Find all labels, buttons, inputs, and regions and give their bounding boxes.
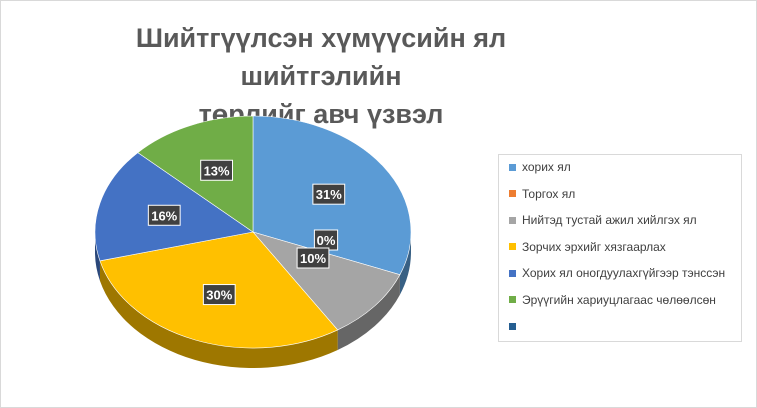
data-label-text-2: 10% [300,251,326,266]
data-label-box-3 [202,284,236,306]
data-label-box-2 [296,247,330,269]
data-label-4: 16% [147,204,181,226]
chart-title-line-1: Шийтгүүлсэн хүмүүсийн ял шийтгэлийн [135,23,507,91]
legend-item-5: Эрүүгийн хариуцлагаас чөлөөлсөн [509,292,716,308]
legend-item-2: Нийтэд тустай ажил хийлгэх ял [509,212,697,228]
data-label-text-0: 31% [316,187,342,202]
legend-label-0: хорих ял [522,160,571,174]
legend-item-3: Зорчих эрхийг хязгаарлах [509,239,666,255]
data-label-3: 30% [202,284,236,306]
pie-slice-side-2 [337,274,400,350]
data-label-box-5 [200,159,234,181]
legend-item-0: хорих ял [509,159,571,175]
pie-slice-2 [252,231,401,331]
legend-item-6 [509,318,522,334]
data-label-box-4 [147,204,181,226]
legend-item-4: Хорих ял оногдуулахгүйгээр тэнссэн [509,265,725,281]
data-label-5: 13% [200,159,234,181]
legend-swatch-3 [509,243,516,250]
legend-swatch-0 [509,163,516,171]
data-label-text-3: 30% [206,288,232,303]
legend-swatch-6 [509,322,516,330]
data-label-text-4: 16% [151,208,177,223]
data-label-box-0 [312,183,346,205]
data-label-0: 31% [312,183,346,205]
legend-label-5: Эрүүгийн хариуцлагаас чөлөөлсөн [522,292,716,307]
legend-swatch-4 [509,269,516,277]
data-label-text-1: 0% [317,233,336,248]
legend-label-2: Нийтэд тустай ажил хийлгэх ял [522,213,697,227]
chart-title: Шийтгүүлсэн хүмүүсийн ял шийтгэлийн төрл… [71,19,571,133]
data-label-text-5: 13% [204,163,230,178]
legend-label-1: Торгох ял [522,186,576,201]
legend-item-1: Торгох ял [509,186,575,202]
pie-chart: 31% 0% 10% 30% 16% 13% [94,115,412,368]
data-label-1: 0% [313,229,339,251]
pie-slice-5 [137,115,254,233]
legend-swatch-1 [509,190,516,197]
legend-swatch-5 [509,296,516,303]
legend-swatch-2 [509,216,516,224]
legend-label-4: Хорих ял оногдуулахгүйгээр тэнссэн [522,266,726,280]
data-label-2: 10% [296,247,330,269]
pie-slice-side-4 [95,232,100,281]
legend-label-3: Зорчих эрхийг хязгаарлах [522,239,666,254]
pie-slice-side-3 [99,260,338,368]
legend: хорих ял Торгох ял Нийтэд тустай ажил хийл… [498,154,742,342]
